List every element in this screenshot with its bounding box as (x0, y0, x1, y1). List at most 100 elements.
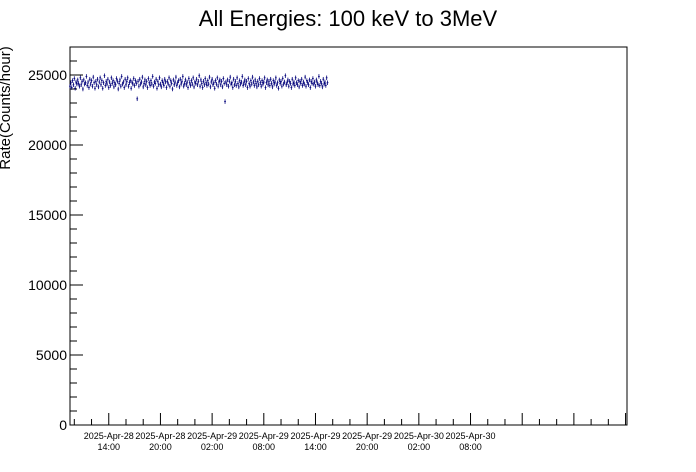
data-point (200, 81, 203, 86)
data-point (259, 80, 262, 85)
data-point (244, 82, 247, 88)
data-point (178, 84, 181, 90)
data-point (232, 76, 235, 82)
data-point (112, 78, 114, 83)
data-point (148, 80, 151, 85)
data-point (192, 75, 195, 81)
data-point (73, 76, 76, 81)
data-point (211, 76, 214, 82)
data-point (183, 81, 186, 86)
data-point (216, 75, 219, 81)
data-point (253, 83, 256, 88)
data-point (92, 74, 95, 80)
data-point (268, 79, 270, 84)
data-point (204, 76, 207, 81)
data-point (195, 76, 198, 82)
data-point (326, 80, 329, 85)
data-point (166, 79, 169, 84)
data-point (184, 77, 187, 83)
data-point (240, 79, 243, 85)
data-point (110, 75, 113, 81)
x-tick-label-date: 2025-Apr-29 (239, 431, 289, 441)
data-point (174, 79, 176, 85)
data-point (278, 77, 281, 83)
data-point (194, 81, 197, 86)
data-point (78, 83, 81, 89)
data-point (85, 74, 88, 79)
data-point (318, 83, 321, 88)
data-point (264, 85, 267, 90)
data-point (301, 83, 304, 88)
y-tick-label: 20000 (28, 137, 67, 153)
data-point (214, 78, 217, 83)
data-point (164, 79, 167, 85)
data-point (237, 84, 240, 90)
data-point (119, 83, 122, 89)
y-tick-label: 10000 (28, 277, 67, 293)
data-point (305, 83, 307, 89)
data-point (217, 83, 220, 89)
data-point (270, 81, 273, 86)
data-point (77, 81, 80, 86)
data-point (126, 75, 129, 81)
data-point (237, 81, 239, 86)
data-point (93, 80, 96, 85)
data-point (293, 83, 296, 88)
data-point (91, 83, 94, 89)
y-axis-label: Rate(Counts/hour) (0, 46, 14, 169)
data-point (223, 81, 226, 86)
data-point (98, 79, 101, 85)
data-point (200, 77, 202, 83)
data-point (246, 85, 249, 90)
data-point (155, 76, 158, 82)
data-point (159, 81, 162, 87)
data-point (160, 84, 163, 90)
data-point (268, 83, 271, 88)
x-tick-label-date: 2025-Apr-29 (342, 431, 392, 441)
data-point (105, 79, 108, 84)
data-point (131, 81, 134, 87)
data-point (154, 81, 157, 86)
data-point (187, 76, 190, 81)
data-point (90, 78, 93, 83)
data-point (127, 83, 130, 89)
data-point (290, 85, 293, 90)
data-point (229, 74, 232, 80)
data-point (123, 85, 126, 90)
data-point (269, 76, 272, 82)
data-point (76, 77, 79, 83)
data-point (220, 79, 223, 84)
data-point (260, 83, 263, 89)
data-point (266, 77, 269, 83)
data-point (221, 84, 224, 90)
data-point (231, 85, 234, 90)
data-point (106, 76, 109, 82)
data-point (114, 82, 117, 88)
data-point (261, 78, 263, 83)
data-point (249, 78, 252, 83)
data-point (274, 79, 276, 85)
data-point (113, 84, 115, 90)
data-point (150, 78, 152, 83)
data-point (324, 83, 327, 88)
data-point (280, 83, 283, 89)
data-point (308, 77, 311, 83)
data-point (69, 80, 72, 85)
data-point (103, 73, 106, 78)
data-point (141, 74, 144, 80)
data-point (72, 82, 75, 88)
data-point (167, 81, 170, 87)
data-point (304, 74, 307, 80)
data-point (118, 81, 120, 86)
data-point (122, 79, 125, 85)
data-point (189, 83, 192, 88)
data-point (151, 74, 154, 79)
data-point (199, 83, 201, 89)
data-point (133, 83, 136, 88)
data-point (188, 80, 191, 85)
data-point (80, 82, 83, 88)
data-point (100, 78, 103, 83)
data-point (81, 79, 83, 84)
data-point (313, 79, 316, 85)
